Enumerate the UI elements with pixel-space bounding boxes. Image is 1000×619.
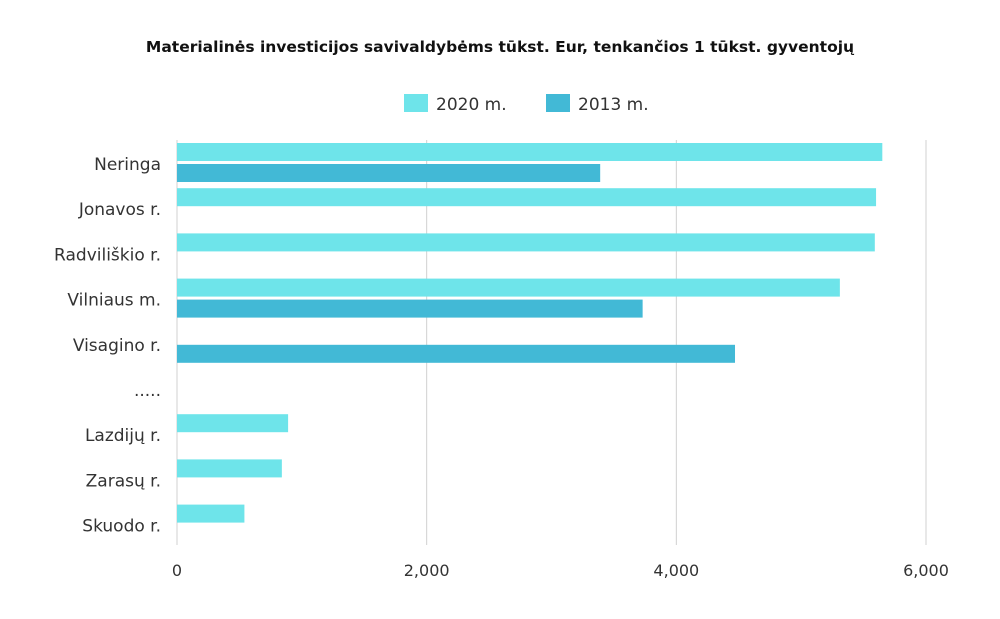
category-label-3: Vilniaus m. — [67, 291, 161, 311]
legend-label-0: 2020 m. — [436, 95, 507, 115]
x-tick-label-2: 4,000 — [653, 561, 699, 580]
bar-0-3 — [177, 278, 840, 297]
bar-0-8 — [177, 504, 245, 523]
category-label-8: Skuodo r. — [82, 517, 161, 537]
bar-1-4 — [177, 344, 736, 363]
category-label-4: Visagino r. — [73, 336, 161, 356]
x-tick-label-0: 0 — [172, 561, 182, 580]
category-label-0: Neringa — [94, 155, 161, 175]
bar-0-0 — [177, 143, 883, 161]
x-tick-label-1: 2,000 — [404, 561, 450, 580]
legend-swatch-0 — [404, 94, 428, 112]
legend-swatch-1 — [546, 94, 570, 112]
bar-0-7 — [177, 459, 282, 478]
category-label-5: ..... — [134, 381, 161, 401]
legend-label-1: 2013 m. — [578, 95, 649, 115]
bar-0-6 — [177, 414, 289, 433]
category-label-7: Zarasų r. — [86, 471, 161, 491]
bar-0-2 — [177, 233, 875, 252]
category-label-1: Jonavos r. — [78, 200, 161, 220]
bars — [177, 143, 883, 523]
bar-0-1 — [177, 188, 877, 207]
chart-title: Materialinės investicijos savivaldybėms … — [145, 38, 855, 56]
grid-lines — [176, 140, 927, 545]
x-axis-ticks: 0 2,000 4,000 6,000 — [172, 561, 949, 580]
category-label-6: Lazdijų r. — [85, 426, 161, 446]
legend: 2020 m. 2013 m. — [404, 94, 649, 115]
bar-1-3 — [177, 299, 643, 318]
x-tick-label-3: 6,000 — [903, 561, 949, 580]
category-label-2: Radviliškio r. — [54, 245, 161, 265]
category-labels: Neringa Jonavos r. Radviliškio r. Vilniaus … — [54, 155, 161, 537]
bar-1-0 — [177, 164, 601, 182]
